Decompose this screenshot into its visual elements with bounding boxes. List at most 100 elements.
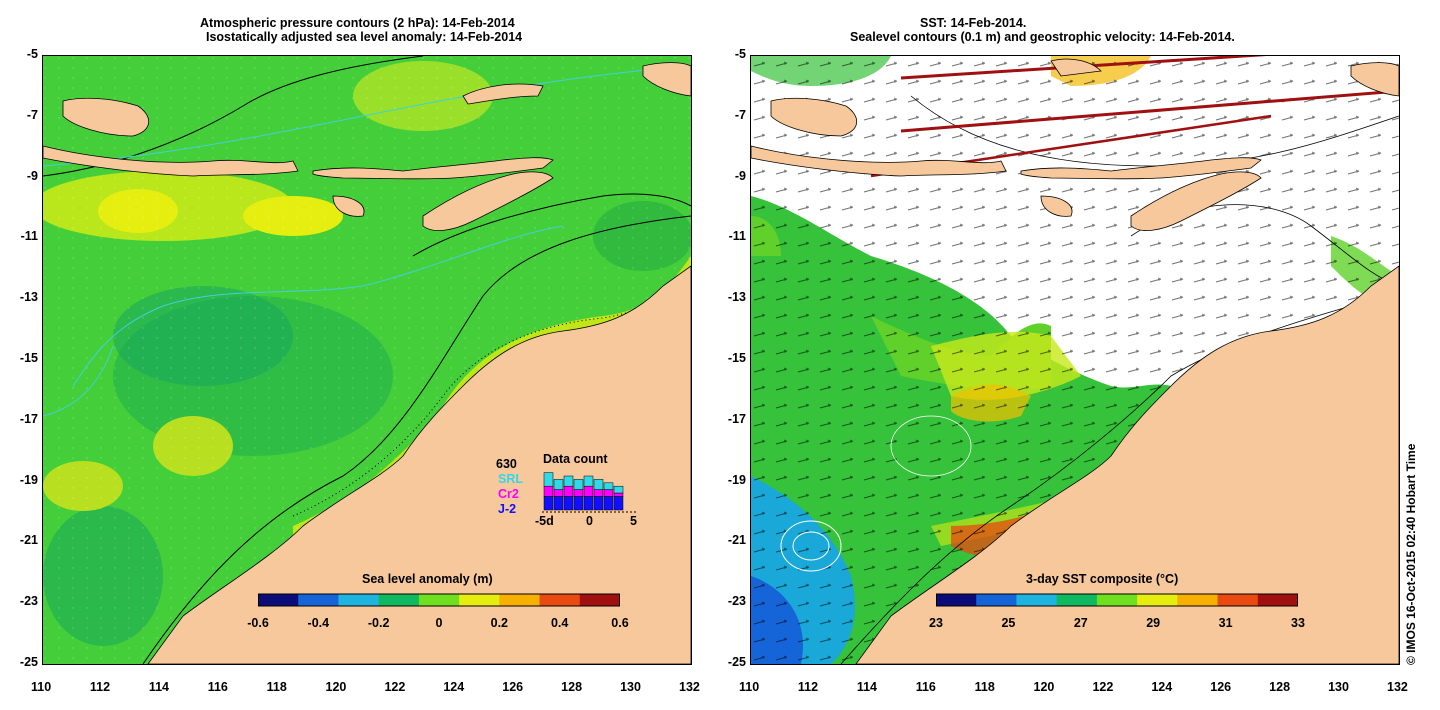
- data-count-bar-2-srl: [563, 475, 574, 487]
- left-colorbar-title: Sea level anomaly (m): [362, 572, 493, 586]
- right-y-tick-2: -9: [734, 168, 746, 183]
- right-y-tick-10: -25: [727, 655, 746, 669]
- right-x-tick-0: 110: [739, 680, 760, 694]
- left-colorbar: [258, 593, 620, 607]
- data-count-bar-2-j2: [563, 496, 574, 511]
- data-count-bar-0-j2: [543, 496, 554, 511]
- left-x-tick-6: 122: [384, 680, 406, 694]
- data-count-xtick-neg5d: -5d: [535, 514, 554, 528]
- right-x-tick-1: 112: [797, 680, 819, 694]
- left-y-tick-5: -15: [19, 351, 38, 365]
- data-source-srl: SRL: [498, 472, 523, 486]
- left-colorbar-swatch-0: [258, 594, 299, 606]
- right-title-line2: Sealevel contours (0.1 m) and geostrophi…: [850, 30, 1235, 44]
- right-y-tick-4: -13: [727, 290, 746, 305]
- left-colorbar-swatch-1: [298, 594, 339, 606]
- data-source-cr2: Cr2: [498, 487, 519, 501]
- left-colorbar-label-5: 0.4: [550, 616, 569, 630]
- data-count-bar-3-j2: [573, 496, 584, 511]
- left-y-tick-7: -19: [19, 472, 38, 487]
- right-colorbar-label-5: 33: [1291, 616, 1305, 630]
- data-source-j2: J-2: [498, 502, 517, 516]
- data-count-bar-1-srl: [553, 479, 564, 490]
- right-x-tick-6: 122: [1092, 680, 1114, 694]
- data-count-bar-7-srl: [613, 485, 624, 494]
- data-count-bar-7-j2: [613, 496, 624, 511]
- left-x-tick-3: 116: [207, 680, 228, 694]
- left-colorbar-label-4: 0.2: [490, 616, 509, 630]
- left-y-tick-10: -25: [19, 655, 38, 669]
- data-count-bar-4-j2: [583, 496, 594, 511]
- left-colorbar-swatch-6: [499, 594, 541, 606]
- left-y-tick-1: -7: [26, 107, 38, 122]
- data-count-bar-7-cr2: [613, 492, 624, 497]
- right-x-tick-10: 130: [1328, 680, 1349, 694]
- data-count-bar-0-cr2: [543, 485, 554, 497]
- right-x-tick-2: 114: [856, 680, 877, 694]
- left-x-tick-4: 118: [266, 680, 287, 694]
- right-colorbar-label-3: 29: [1146, 616, 1161, 630]
- right-colorbar-swatch-1: [976, 594, 1017, 606]
- data-count-bar-3-cr2: [573, 489, 584, 497]
- left-y-tick-4: -13: [19, 290, 38, 305]
- data-count-chart: [542, 472, 636, 513]
- data-count-title: Data count: [543, 452, 608, 466]
- left-x-tick-10: 130: [620, 680, 641, 694]
- data-count-xtick-0: 0: [586, 514, 593, 528]
- left-colorbar-label-0: -0.6: [247, 616, 269, 630]
- left-x-tick-1: 112: [89, 680, 111, 694]
- right-colorbar-swatch-8: [1257, 594, 1298, 606]
- left-colorbar-frame: [258, 593, 620, 607]
- right-x-tick-3: 116: [915, 680, 936, 694]
- data-count-bar-1-cr2: [553, 489, 564, 497]
- right-colorbar-label-2: 27: [1073, 616, 1088, 630]
- left-y-tick-0: -5: [26, 47, 38, 61]
- right-colorbar-swatch-2: [1016, 594, 1058, 606]
- left-x-tick-0: 110: [31, 680, 52, 694]
- left-y-tick-6: -17: [19, 411, 38, 426]
- sea-level-anomaly-field: [43, 56, 691, 664]
- right-y-tick-9: -23: [727, 594, 746, 609]
- data-count-bar-4-srl: [583, 475, 594, 487]
- left-x-tick-8: 126: [502, 680, 524, 694]
- left-colorbar-label-3: 0: [435, 616, 443, 630]
- left-colorbar-swatch-8: [579, 594, 620, 606]
- right-y-tick-3: -11: [728, 229, 746, 244]
- sst-field: [751, 56, 1399, 664]
- right-x-tick-9: 128: [1269, 680, 1291, 694]
- data-count-bar-5-j2: [593, 496, 604, 511]
- left-colorbar-swatch-3: [378, 594, 420, 606]
- left-x-tick-2: 114: [148, 680, 169, 694]
- right-colorbar-label-4: 31: [1218, 616, 1233, 630]
- right-colorbar-swatch-5: [1137, 594, 1178, 606]
- right-y-tick-6: -17: [727, 411, 746, 426]
- right-x-tick-5: 120: [1033, 680, 1055, 694]
- right-colorbar-swatch-0: [936, 594, 977, 606]
- right-colorbar: [936, 593, 1298, 607]
- right-x-tick-7: 124: [1151, 680, 1173, 694]
- data-count-bar-4-cr2: [583, 485, 594, 497]
- right-colorbar-title: 3-day SST composite (°C): [1026, 572, 1179, 586]
- left-x-tick-11: 132: [679, 680, 700, 694]
- left-title-line2: Isostatically adjusted sea level anomaly…: [206, 30, 523, 44]
- right-x-tick-4: 118: [974, 680, 995, 694]
- right-title-line1: SST: 14-Feb-2014.: [920, 16, 1027, 30]
- left-y-tick-3: -11: [20, 229, 38, 244]
- imos-credit: © IMOS 16-Oct-2015 02:40 Hobart Time: [1404, 443, 1418, 665]
- left-colorbar-label-1: -0.4: [307, 616, 330, 630]
- right-y-tick-8: -21: [727, 533, 746, 548]
- left-y-tick-8: -21: [19, 533, 38, 548]
- data-count-xtick-5: 5: [630, 514, 637, 528]
- right-x-tick-8: 126: [1210, 680, 1232, 694]
- left-colorbar-label-6: 0.6: [611, 616, 629, 630]
- left-colorbar-swatch-2: [338, 594, 380, 606]
- left-x-tick-7: 124: [443, 680, 465, 694]
- data-count-bar-6-cr2: [603, 489, 614, 497]
- right-colorbar-label-1: 25: [1001, 616, 1016, 630]
- left-title-line1: Atmospheric pressure contours (2 hPa): 1…: [200, 16, 515, 30]
- left-colorbar-swatch-7: [539, 594, 581, 606]
- left-x-tick-5: 120: [325, 680, 347, 694]
- data-count-bar-0-srl: [543, 472, 554, 487]
- data-count-number: 630: [496, 457, 517, 471]
- left-colorbar-swatch-5: [459, 594, 500, 606]
